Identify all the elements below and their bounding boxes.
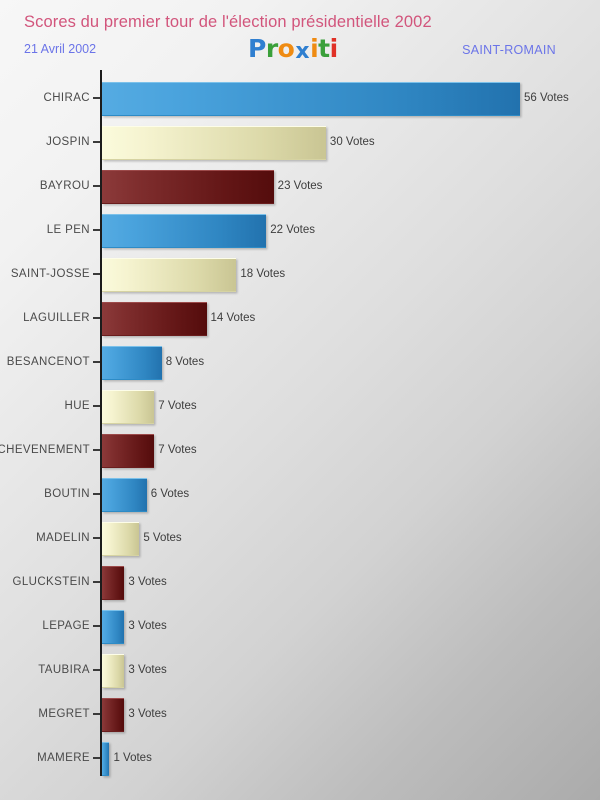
bar-row: TAUBIRA 3 Votes: [0, 648, 600, 692]
axis-tick: [93, 273, 100, 275]
axis-tick: [93, 757, 100, 759]
logo-letter-x-3: x: [295, 39, 310, 64]
candidate-label-bayrou: BAYROU: [39, 180, 90, 192]
bar-row: LEPAGE 3 Votes: [0, 604, 600, 648]
bar-value-label: 7 Votes: [158, 400, 197, 412]
bar-value-label: 56 Votes: [524, 92, 569, 104]
candidate-label-besancenot: BESANCENOT: [6, 356, 90, 368]
axis-tick: [93, 405, 100, 407]
axis-tick: [93, 449, 100, 451]
bar-chirac: [102, 82, 520, 116]
bar-row: CHIRAC 56 Votes: [0, 76, 600, 120]
candidate-label-mamere: MAMERE: [37, 752, 90, 764]
bar-besancenot: [102, 346, 162, 380]
axis-tick: [93, 581, 100, 583]
axis-tick: [93, 141, 100, 143]
axis-tick: [93, 317, 100, 319]
logo-letter-r-1: r: [265, 34, 278, 63]
bar-value-label: 3 Votes: [128, 620, 167, 632]
bar-row: BESANCENOT 8 Votes: [0, 340, 600, 384]
bar-value-label: 7 Votes: [158, 444, 197, 456]
bar-value-label: 30 Votes: [329, 136, 375, 148]
bar-row: MADELIN 5 Votes: [0, 516, 600, 560]
bar-value-label: 3 Votes: [128, 708, 167, 720]
bar-jospin: [102, 126, 326, 160]
bar-value-label: 14 Votes: [210, 312, 256, 324]
axis-tick: [93, 537, 100, 539]
logo-letter-i-4: i: [310, 34, 319, 63]
bar-value-label: 18 Votes: [240, 268, 286, 280]
page-title: Scores du premier tour de l'élection pré…: [24, 13, 432, 31]
bar-row: JOSPIN 30 Votes: [0, 120, 600, 164]
bar-value-label: 23 Votes: [277, 180, 323, 192]
proxiti-logo: Proxiti: [248, 34, 339, 64]
bar-row: LE PEN 22 Votes: [0, 208, 600, 252]
bar-row: GLUCKSTEIN 3 Votes: [0, 560, 600, 604]
bar-chart-plot: CHIRAC 56 Votes JOSPIN 30 Votes BAYROU 23 Vot…: [0, 70, 600, 800]
chart-header: Scores du premier tour de l'élection pré…: [0, 0, 600, 70]
bar-le-pen: [102, 214, 267, 248]
bar-row: CHEVENEMENT 7 Votes: [0, 428, 600, 472]
bar-value-label: 3 Votes: [128, 576, 167, 588]
axis-tick: [93, 229, 100, 231]
candidate-label-megret: MEGRET: [38, 708, 90, 720]
bar-row: HUE 7 Votes: [0, 384, 600, 428]
commune-name: SAINT-ROMAIN: [462, 43, 556, 57]
bar-saint-josse: [102, 258, 237, 292]
candidate-label-hue: HUE: [64, 400, 90, 412]
candidate-label-saint-josse: SAINT-JOSSE: [10, 268, 90, 280]
axis-tick: [93, 713, 100, 715]
logo-letter-t-5: t: [318, 34, 330, 63]
bar-row: BAYROU 23 Votes: [0, 164, 600, 208]
bar-row: MEGRET 3 Votes: [0, 692, 600, 736]
candidate-label-le-pen: LE PEN: [46, 224, 90, 236]
logo-letter-o-2: o: [277, 34, 295, 63]
candidate-label-jospin: JOSPIN: [46, 136, 90, 148]
candidate-label-laguiller: LAGUILLER: [23, 312, 90, 324]
candidate-label-gluckstein: GLUCKSTEIN: [12, 576, 90, 588]
candidate-label-chevenement: CHEVENEMENT: [0, 444, 90, 456]
bar-value-label: 5 Votes: [143, 532, 182, 544]
axis-tick: [93, 669, 100, 671]
bar-boutin: [102, 478, 147, 512]
bar-row: SAINT-JOSSE 18 Votes: [0, 252, 600, 296]
axis-tick: [93, 185, 100, 187]
bar-hue: [102, 390, 155, 424]
bar-taubira: [102, 654, 125, 688]
bar-lepage: [102, 610, 125, 644]
axis-tick: [93, 493, 100, 495]
bar-value-label: 3 Votes: [128, 664, 167, 676]
bar-laguiller: [102, 302, 207, 336]
bar-chevenement: [102, 434, 155, 468]
axis-tick: [93, 97, 100, 99]
bar-madelin: [102, 522, 140, 556]
bar-value-label: 22 Votes: [270, 224, 315, 236]
bar-bayrou: [102, 170, 274, 204]
election-date: 21 Avril 2002: [24, 42, 97, 56]
candidate-label-madelin: MADELIN: [36, 532, 90, 544]
bar-megret: [102, 698, 125, 732]
axis-tick: [93, 361, 100, 363]
candidate-label-lepage: LEPAGE: [42, 620, 90, 632]
bar-row: BOUTIN 6 Votes: [0, 472, 600, 516]
candidate-label-boutin: BOUTIN: [44, 488, 90, 500]
bar-value-label: 6 Votes: [150, 488, 190, 500]
bar-value-label: 1 Votes: [113, 752, 152, 764]
bar-mamere: [102, 742, 110, 776]
bar-gluckstein: [102, 566, 125, 600]
bar-value-label: 8 Votes: [165, 356, 205, 368]
bar-row: MAMERE 1 Votes: [0, 736, 600, 780]
candidate-label-taubira: TAUBIRA: [38, 664, 90, 676]
category-axis-line: [100, 70, 102, 776]
axis-tick: [93, 625, 100, 627]
logo-letter-i-6: i: [329, 34, 339, 63]
candidate-label-chirac: CHIRAC: [43, 92, 90, 104]
bar-row: LAGUILLER 14 Votes: [0, 296, 600, 340]
logo-letter-p-0: P: [248, 34, 266, 63]
